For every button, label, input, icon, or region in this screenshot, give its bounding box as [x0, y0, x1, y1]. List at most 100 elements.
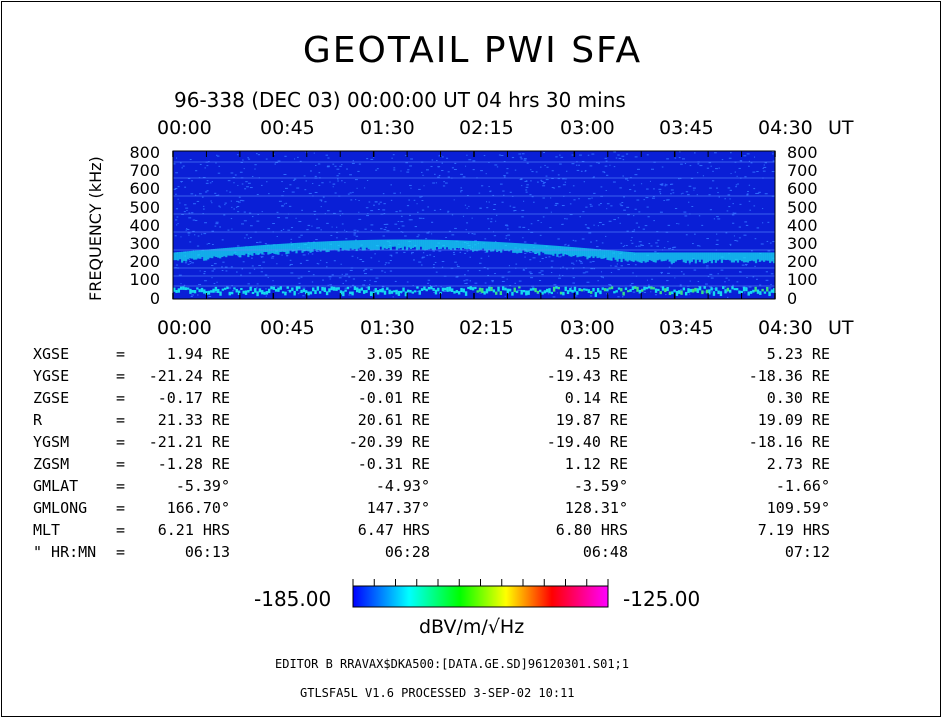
- noise-speck: [466, 222, 469, 224]
- noise-speck: [550, 260, 554, 262]
- noise-speck: [306, 229, 309, 231]
- noise-speck: [503, 175, 506, 177]
- noise-speck: [583, 181, 586, 183]
- right-freq-tick-label: 200: [787, 252, 818, 272]
- noise-speck: [689, 293, 691, 295]
- noise-speck: [443, 290, 446, 292]
- noise-speck: [422, 252, 425, 254]
- low-freq-emission: [627, 290, 630, 293]
- noise-speck: [373, 204, 375, 206]
- low-freq-emission: [265, 291, 269, 295]
- band-segment: [734, 252, 738, 261]
- noise-speck: [175, 193, 177, 195]
- noise-speck: [748, 160, 750, 162]
- noise-speck: [288, 205, 292, 207]
- low-freq-emission: [448, 286, 452, 292]
- low-freq-emission: [548, 288, 551, 294]
- noise-speck: [304, 189, 307, 191]
- band-segment: [175, 252, 178, 261]
- ephemeris-value: -4.93°: [375, 477, 430, 495]
- noise-speck: [216, 154, 218, 156]
- noise-speck: [211, 277, 213, 279]
- noise-speck: [522, 237, 524, 239]
- low-freq-emission: [279, 286, 282, 290]
- noise-speck: [757, 192, 760, 194]
- band-segment: [323, 241, 326, 251]
- noise-speck: [536, 293, 540, 295]
- noise-speck: [553, 187, 556, 189]
- noise-speck: [394, 280, 397, 282]
- noise-speck: [395, 211, 398, 213]
- noise-speck: [718, 196, 720, 198]
- noise-speck: [530, 277, 534, 279]
- noise-speck: [199, 163, 202, 165]
- band-segment: [764, 252, 768, 261]
- noise-speck: [460, 173, 463, 175]
- low-freq-emission: [492, 289, 496, 293]
- band-segment: [471, 240, 475, 252]
- noise-speck: [462, 176, 466, 178]
- low-freq-emission: [726, 287, 730, 292]
- noise-speck: [311, 225, 313, 227]
- noise-speck: [441, 162, 443, 164]
- noise-speck: [315, 250, 319, 252]
- noise-speck: [589, 203, 592, 205]
- low-freq-emission: [388, 289, 391, 295]
- band-segment: [508, 242, 511, 252]
- noise-speck: [237, 211, 240, 213]
- low-freq-emission: [249, 287, 252, 291]
- noise-speck: [569, 192, 571, 194]
- noise-speck: [542, 185, 546, 187]
- low-freq-emission: [328, 288, 331, 293]
- noise-speck: [732, 284, 734, 286]
- noise-speck: [521, 216, 524, 218]
- noise-speck: [471, 233, 474, 235]
- low-freq-emission: [230, 291, 234, 295]
- noise-speck: [613, 219, 616, 221]
- noise-speck: [394, 223, 398, 225]
- noise-speck: [687, 194, 690, 196]
- noise-speck: [667, 241, 669, 243]
- band-segment: [445, 240, 449, 248]
- noise-speck: [758, 191, 761, 193]
- noise-speck: [703, 291, 706, 293]
- noise-speck: [191, 294, 194, 296]
- low-freq-emission: [342, 291, 345, 297]
- noise-speck: [363, 187, 366, 189]
- noise-speck: [313, 152, 315, 154]
- band-segment: [756, 252, 760, 260]
- noise-speck: [618, 157, 622, 159]
- noise-speck: [622, 245, 625, 247]
- spectrogram: [172, 150, 776, 300]
- noise-speck: [348, 294, 351, 296]
- noise-speck: [760, 243, 764, 245]
- band-segment: [327, 241, 330, 252]
- noise-speck: [377, 208, 380, 210]
- band-segment: [383, 239, 386, 249]
- band-segment: [726, 252, 730, 260]
- noise-speck: [582, 272, 586, 274]
- noise-speck: [614, 265, 618, 267]
- noise-speck: [256, 287, 258, 289]
- right-freq-tick-label: 700: [787, 161, 818, 181]
- band-segment: [522, 243, 525, 251]
- noise-speck: [741, 264, 745, 266]
- noise-speck: [427, 206, 430, 208]
- noise-speck: [420, 264, 423, 266]
- low-freq-emission: [179, 286, 183, 290]
- noise-speck: [724, 286, 726, 288]
- noise-speck: [693, 189, 695, 191]
- noise-speck: [364, 273, 367, 275]
- noise-speck: [533, 242, 537, 244]
- low-freq-emission: [701, 290, 704, 295]
- noise-speck: [544, 164, 546, 166]
- band-segment: [758, 252, 762, 262]
- noise-speck: [358, 218, 362, 220]
- noise-speck: [447, 176, 450, 178]
- low-freq-emission: [226, 286, 229, 290]
- noise-speck: [584, 224, 587, 226]
- noise-speck: [441, 260, 445, 262]
- ephemeris-label: MLT: [33, 521, 61, 539]
- noise-speck: [463, 280, 466, 282]
- noise-speck: [365, 207, 369, 209]
